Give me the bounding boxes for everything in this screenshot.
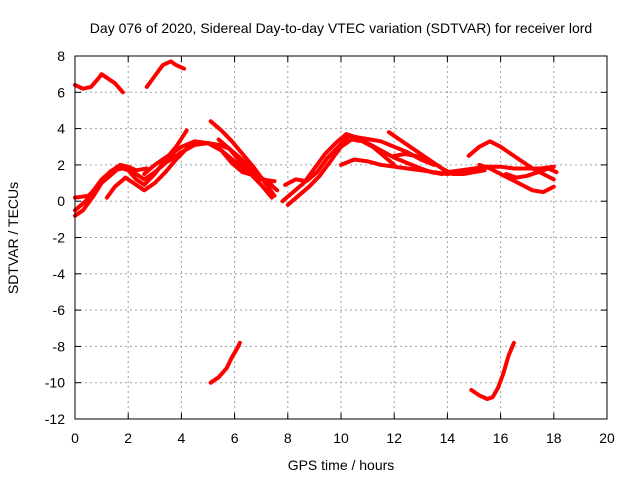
x-tick-label: 12 xyxy=(386,430,402,446)
x-tick-label: 0 xyxy=(71,430,79,446)
series-arc-v xyxy=(469,340,516,401)
x-tick-label: 14 xyxy=(440,430,456,446)
y-tick-label: 0 xyxy=(57,193,65,209)
y-tick-label: 6 xyxy=(57,84,65,100)
series-arc-j xyxy=(216,137,274,200)
series-arc-e xyxy=(73,162,149,200)
x-axis-label: GPS time / hours xyxy=(288,457,395,473)
y-tick-label: 8 xyxy=(57,48,65,64)
y-tick-label: -4 xyxy=(53,266,66,282)
series-arc-u xyxy=(208,340,242,385)
x-tick-label: 8 xyxy=(284,430,292,446)
series-layer xyxy=(73,59,559,401)
x-tick-label: 16 xyxy=(493,430,509,446)
y-tick-label: -6 xyxy=(53,302,66,318)
series-arc-a xyxy=(73,72,125,95)
series-arc-h xyxy=(166,141,277,184)
series-arc-r xyxy=(445,164,556,175)
y-tick-label: -12 xyxy=(45,411,65,427)
series-arc-t xyxy=(503,166,559,180)
series-arc-b xyxy=(144,59,187,89)
x-tick-label: 2 xyxy=(124,430,132,446)
series-arc-p xyxy=(392,152,450,175)
series-arc-i xyxy=(208,119,277,198)
tick-layer: 0 2 4 6 8 10 12 14 16 18 20 -12 -10 -8 -6 -4 -2 0 2 4 6 8 xyxy=(45,48,615,446)
grid-layer xyxy=(75,56,607,419)
y-tick-label: -8 xyxy=(53,338,66,354)
series-arc-m xyxy=(285,137,397,207)
y-tick-label: -2 xyxy=(53,230,66,246)
chart-title: Day 076 of 2020, Sidereal Day-to-day VTE… xyxy=(90,20,592,36)
x-tick-label: 6 xyxy=(231,430,239,446)
x-tick-label: 10 xyxy=(333,430,349,446)
y-tick-label: 2 xyxy=(57,157,65,173)
y-axis-label: SDTVAR / TECUs xyxy=(5,182,21,294)
x-tick-label: 18 xyxy=(546,430,562,446)
series-arc-l xyxy=(283,133,437,187)
x-tick-label: 20 xyxy=(599,430,615,446)
y-tick-label: -10 xyxy=(45,375,65,391)
x-tick-label: 4 xyxy=(178,430,186,446)
y-tick-label: 4 xyxy=(57,121,65,137)
series-arc-q xyxy=(466,139,556,182)
series-arc-s xyxy=(477,162,556,195)
